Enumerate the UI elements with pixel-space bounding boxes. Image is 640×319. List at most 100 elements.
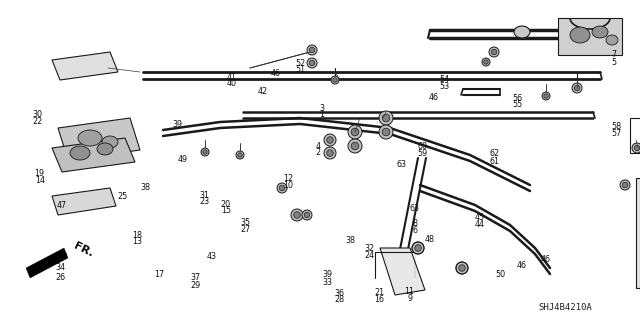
Text: 44: 44 [475, 220, 485, 229]
Ellipse shape [307, 45, 317, 55]
Ellipse shape [78, 130, 102, 146]
Text: 4: 4 [316, 142, 321, 151]
Text: 1: 1 [319, 110, 324, 119]
Text: 11: 11 [404, 287, 415, 296]
Ellipse shape [309, 47, 315, 53]
Text: 25: 25 [118, 192, 128, 201]
Ellipse shape [634, 145, 640, 151]
Text: 26: 26 [56, 273, 66, 282]
Polygon shape [58, 118, 140, 160]
Text: 42: 42 [257, 87, 268, 96]
Text: 30: 30 [32, 110, 42, 119]
Text: 8: 8 [412, 219, 417, 228]
Text: 21: 21 [374, 288, 385, 297]
Text: 55: 55 [512, 100, 522, 109]
Polygon shape [52, 52, 118, 80]
Polygon shape [52, 188, 116, 215]
Ellipse shape [291, 209, 303, 221]
Text: 34: 34 [56, 263, 66, 272]
Ellipse shape [302, 210, 312, 220]
Ellipse shape [492, 49, 497, 55]
Ellipse shape [333, 78, 337, 82]
Text: 2: 2 [316, 148, 321, 157]
Ellipse shape [622, 182, 628, 188]
Ellipse shape [351, 142, 359, 150]
Text: 36: 36 [334, 289, 344, 298]
Ellipse shape [351, 128, 359, 136]
Ellipse shape [326, 150, 333, 156]
Ellipse shape [592, 26, 608, 38]
Text: 59: 59 [417, 149, 428, 158]
Text: 28: 28 [334, 295, 344, 304]
Ellipse shape [203, 150, 207, 154]
Text: 32: 32 [365, 244, 375, 253]
Ellipse shape [484, 60, 488, 64]
Ellipse shape [102, 136, 118, 148]
Text: 13: 13 [132, 237, 143, 246]
Ellipse shape [415, 245, 421, 251]
Text: 63: 63 [397, 160, 407, 169]
Ellipse shape [236, 151, 244, 159]
Text: 40: 40 [227, 79, 237, 88]
Text: 47: 47 [57, 201, 67, 210]
Text: 52: 52 [296, 59, 306, 68]
Ellipse shape [379, 111, 393, 125]
Text: 19: 19 [35, 169, 45, 178]
Ellipse shape [514, 26, 530, 38]
Text: 24: 24 [365, 251, 375, 260]
Text: 16: 16 [374, 295, 385, 304]
Text: 48: 48 [425, 235, 435, 244]
Text: 9: 9 [407, 294, 412, 303]
Text: 17: 17 [154, 271, 164, 279]
Text: 29: 29 [190, 281, 200, 290]
Text: 46: 46 [429, 93, 439, 102]
Text: 43: 43 [206, 252, 216, 261]
Ellipse shape [324, 134, 336, 146]
Ellipse shape [382, 114, 390, 122]
Text: 56: 56 [512, 94, 522, 103]
Ellipse shape [544, 94, 548, 98]
Text: 12: 12 [283, 174, 293, 182]
Ellipse shape [348, 139, 362, 153]
Polygon shape [52, 138, 135, 172]
Text: 46: 46 [541, 255, 551, 263]
Text: 63: 63 [410, 204, 420, 213]
Text: 58: 58 [611, 122, 621, 130]
Text: 3: 3 [319, 104, 324, 113]
Ellipse shape [456, 262, 468, 274]
Ellipse shape [326, 137, 333, 143]
Ellipse shape [279, 185, 285, 191]
Text: 15: 15 [221, 206, 231, 215]
Text: 27: 27 [240, 225, 250, 234]
Text: 5: 5 [612, 58, 617, 67]
Text: 23: 23 [200, 197, 210, 206]
Text: 6: 6 [412, 226, 417, 235]
Text: 18: 18 [132, 231, 143, 240]
Text: 38: 38 [346, 236, 356, 245]
Text: 7: 7 [612, 50, 617, 59]
Ellipse shape [574, 85, 580, 91]
Polygon shape [380, 248, 425, 295]
Ellipse shape [201, 148, 209, 156]
Ellipse shape [489, 47, 499, 57]
Ellipse shape [459, 265, 465, 271]
Polygon shape [558, 18, 622, 55]
Text: 45: 45 [475, 213, 485, 222]
Ellipse shape [70, 146, 90, 160]
Text: 31: 31 [200, 191, 210, 200]
Ellipse shape [304, 212, 310, 218]
Text: 10: 10 [283, 181, 293, 189]
Text: 53: 53 [440, 82, 450, 91]
Polygon shape [26, 248, 68, 278]
Text: FR.: FR. [72, 241, 95, 259]
Ellipse shape [307, 58, 317, 68]
Text: 57: 57 [611, 129, 621, 138]
Ellipse shape [324, 147, 336, 159]
Text: 39: 39 [323, 271, 333, 279]
Ellipse shape [309, 60, 315, 66]
Text: 46: 46 [516, 261, 527, 270]
Text: 33: 33 [323, 278, 333, 287]
Text: 20: 20 [221, 200, 231, 209]
Ellipse shape [348, 125, 362, 139]
Text: 50: 50 [495, 271, 506, 279]
